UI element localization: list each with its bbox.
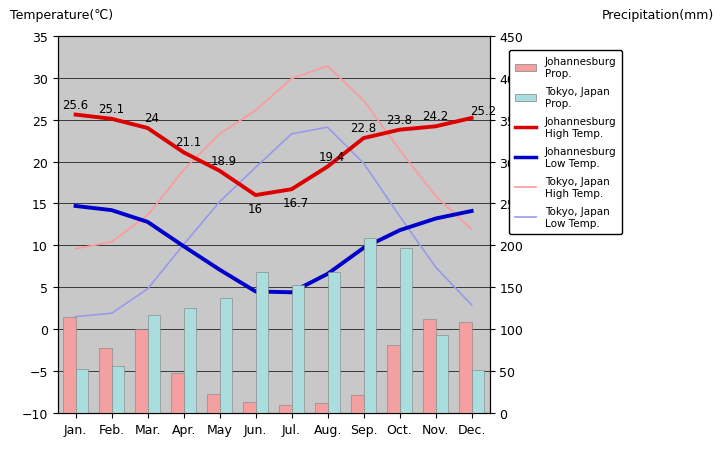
Text: 25.1: 25.1: [99, 103, 125, 116]
Text: 16: 16: [248, 202, 263, 215]
Text: Temperature(℃): Temperature(℃): [10, 9, 113, 22]
Text: 16.7: 16.7: [283, 196, 309, 209]
Bar: [423, 319, 436, 413]
Bar: [472, 370, 484, 413]
Bar: [364, 238, 376, 413]
Bar: [207, 394, 220, 413]
Bar: [315, 403, 328, 413]
Bar: [328, 273, 340, 413]
Bar: [387, 345, 400, 413]
Text: Precipitation(mm): Precipitation(mm): [602, 9, 714, 22]
Bar: [436, 336, 448, 413]
Bar: [112, 366, 124, 413]
Bar: [99, 349, 112, 413]
Text: 18.9: 18.9: [211, 155, 237, 168]
Bar: [243, 402, 256, 413]
Bar: [459, 322, 472, 413]
Bar: [63, 318, 76, 413]
Bar: [400, 248, 412, 413]
Text: 21.1: 21.1: [175, 136, 201, 149]
Text: 24.2: 24.2: [423, 110, 449, 123]
Text: 25.6: 25.6: [63, 98, 89, 112]
Bar: [256, 273, 268, 413]
Bar: [279, 405, 292, 413]
Bar: [292, 285, 304, 413]
Bar: [76, 369, 88, 413]
Text: 22.8: 22.8: [351, 122, 377, 135]
Bar: [171, 373, 184, 413]
Bar: [135, 330, 148, 413]
Bar: [184, 308, 196, 413]
Legend: Johannesburg
Prop., Tokyo, Japan
Prop., Johannesburg
High Temp., Johannesburg
Lo: Johannesburg Prop., Tokyo, Japan Prop., …: [509, 51, 623, 235]
Bar: [351, 395, 364, 413]
Text: 23.8: 23.8: [387, 113, 413, 127]
Bar: [148, 315, 160, 413]
Bar: [220, 298, 232, 413]
Text: 19.4: 19.4: [319, 150, 345, 163]
Text: 25.2: 25.2: [469, 105, 496, 118]
Text: 24: 24: [144, 112, 159, 125]
